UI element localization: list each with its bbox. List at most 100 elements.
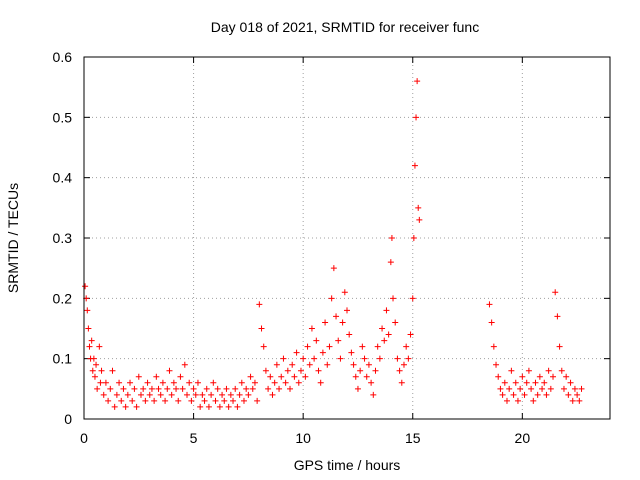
data-point: [514, 397, 521, 404]
data-point: [295, 379, 302, 386]
data-point: [170, 379, 177, 386]
data-point: [547, 385, 554, 392]
data-point: [528, 385, 535, 392]
data-point: [503, 397, 510, 404]
data-point: [409, 295, 416, 302]
y-tick-label: 0.3: [53, 230, 73, 246]
data-point: [392, 319, 399, 326]
data-point: [578, 385, 585, 392]
data-point: [151, 397, 158, 404]
data-point: [407, 331, 414, 338]
data-point: [269, 391, 276, 398]
data-point: [216, 403, 223, 410]
data-point: [168, 391, 175, 398]
data-point: [159, 379, 166, 386]
data-point: [142, 397, 149, 404]
data-point: [493, 361, 500, 368]
x-axis-label: GPS time / hours: [294, 457, 401, 473]
data-point: [556, 343, 563, 350]
data-point: [91, 373, 98, 380]
data-point: [532, 379, 539, 386]
data-point: [569, 397, 576, 404]
data-point: [565, 391, 572, 398]
data-points: [82, 78, 585, 410]
data-point: [118, 397, 125, 404]
data-point: [245, 391, 252, 398]
data-point: [413, 114, 420, 121]
data-point: [306, 361, 313, 368]
data-point: [225, 403, 232, 410]
data-point: [247, 373, 254, 380]
data-point: [243, 385, 250, 392]
data-point: [181, 361, 188, 368]
data-point: [232, 385, 239, 392]
data-point: [186, 379, 193, 386]
data-point: [361, 355, 368, 362]
data-point: [140, 385, 147, 392]
data-point: [552, 289, 559, 296]
data-point: [497, 385, 504, 392]
x-tick-label: 5: [190, 430, 198, 446]
data-point: [164, 385, 171, 392]
data-point: [571, 385, 578, 392]
data-point: [85, 325, 92, 332]
data-point: [379, 325, 386, 332]
data-point: [545, 367, 552, 374]
data-point: [86, 343, 93, 350]
data-point: [576, 397, 583, 404]
data-point: [574, 391, 581, 398]
data-point: [341, 289, 348, 296]
data-point: [137, 391, 144, 398]
data-point: [383, 307, 390, 314]
data-point: [550, 373, 557, 380]
data-point: [302, 373, 309, 380]
data-point: [227, 391, 234, 398]
chart-title: Day 018 of 2021, SRMTID for receiver fun…: [211, 19, 479, 35]
data-point: [381, 337, 388, 344]
data-point: [284, 367, 291, 374]
data-point: [346, 331, 353, 338]
data-point: [326, 343, 333, 350]
data-point: [219, 391, 226, 398]
data-point: [240, 397, 247, 404]
data-point: [201, 397, 208, 404]
data-point: [144, 379, 151, 386]
y-tick-label: 0: [64, 411, 72, 427]
data-point: [199, 391, 206, 398]
data-point: [534, 391, 541, 398]
data-point: [100, 391, 107, 398]
data-point: [116, 379, 123, 386]
data-point: [510, 391, 517, 398]
data-point: [251, 379, 258, 386]
data-point: [335, 337, 342, 344]
data-point: [166, 367, 173, 374]
data-point: [98, 367, 105, 374]
x-tick-label: 20: [515, 430, 531, 446]
data-point: [280, 355, 287, 362]
data-point: [530, 397, 537, 404]
data-point: [416, 216, 423, 223]
data-point: [194, 379, 201, 386]
data-point: [523, 379, 530, 386]
data-point: [146, 391, 153, 398]
data-point: [282, 379, 289, 386]
data-point: [210, 379, 217, 386]
data-point: [410, 235, 417, 241]
data-point: [258, 325, 265, 332]
data-point: [124, 391, 131, 398]
data-point: [84, 307, 91, 314]
data-point: [197, 403, 204, 410]
x-tick-labels: 0 5 10 15 20: [80, 430, 530, 446]
data-point: [488, 319, 495, 326]
axis-ticks: [83, 56, 610, 420]
data-point: [354, 385, 361, 392]
data-point: [385, 331, 392, 338]
data-point: [256, 301, 263, 308]
data-point: [322, 319, 329, 326]
data-point: [184, 391, 191, 398]
data-point: [337, 355, 344, 362]
data-point: [541, 379, 548, 386]
data-point: [93, 361, 100, 368]
x-tick-label: 10: [295, 430, 311, 446]
data-point: [499, 391, 506, 398]
